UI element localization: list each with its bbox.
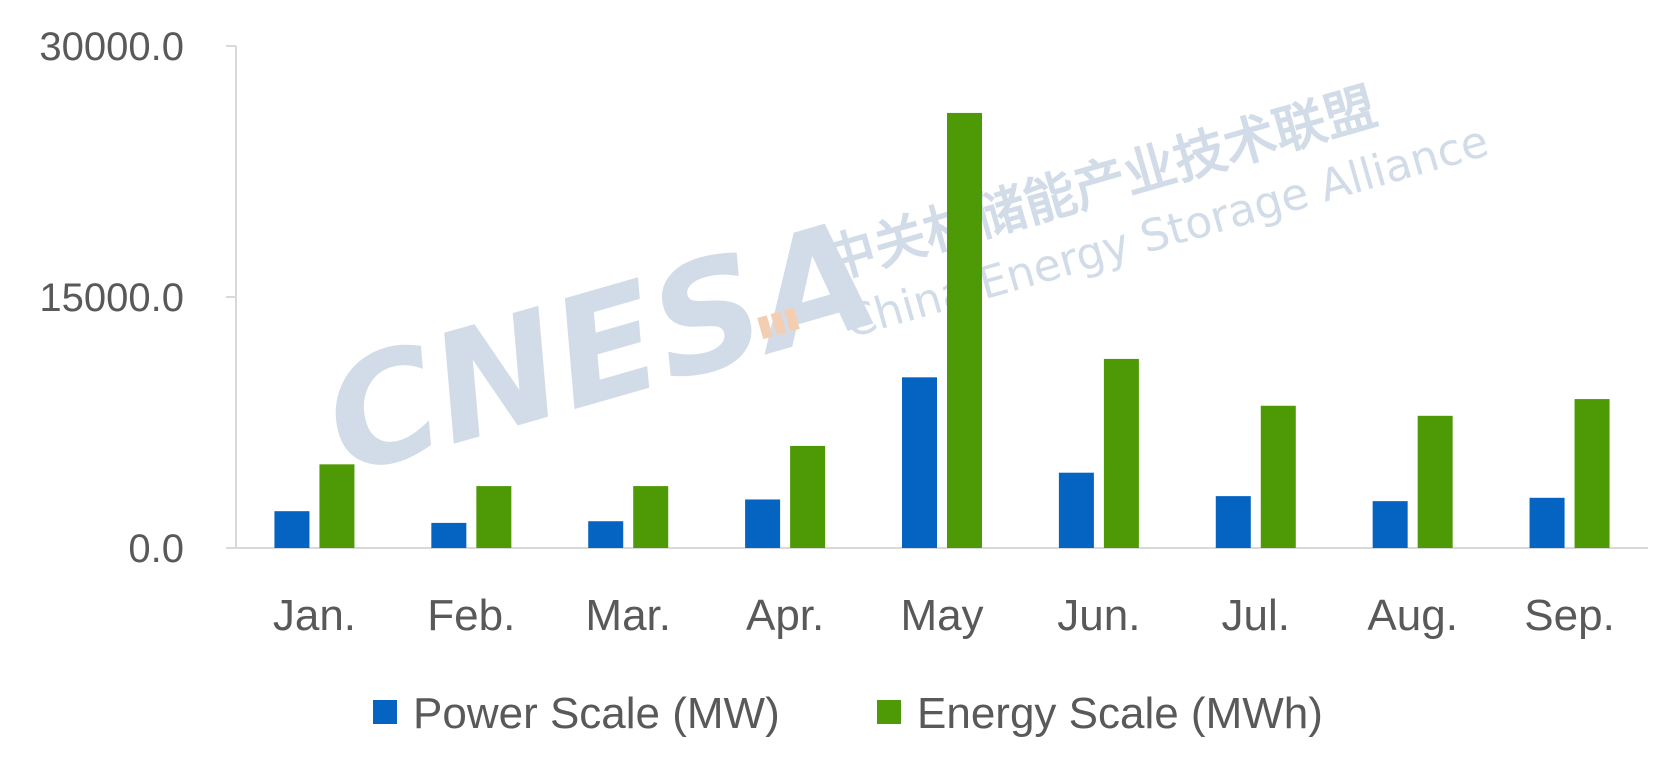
bar-power-7 <box>1215 496 1251 548</box>
x-tick-label: Sep. <box>1524 591 1615 640</box>
bar-power-6 <box>1058 472 1094 548</box>
legend: Power Scale (MW) Energy Scale (MWh) <box>373 689 1323 738</box>
bar-energy-9 <box>1574 399 1610 548</box>
watermark-stripes-icon <box>757 307 800 340</box>
bar-energy-5 <box>947 112 982 548</box>
y-tick-label: 15000.0 <box>39 276 184 320</box>
legend-label-energy: Energy Scale (MWh) <box>917 689 1323 738</box>
y-tick-label: 30000.0 <box>39 25 184 69</box>
x-tick-label: Mar. <box>585 591 671 640</box>
y-axis: 0.0 15000.0 30000.0 <box>39 25 236 571</box>
x-tick-label: May <box>900 591 983 640</box>
bar-energy-7 <box>1260 405 1296 548</box>
bar-power-3 <box>588 521 624 548</box>
y-tick-label: 0.0 <box>128 527 184 571</box>
bar-power-9 <box>1529 497 1565 548</box>
bar-energy-1 <box>319 464 355 548</box>
legend-swatch-power <box>373 700 397 724</box>
legend-swatch-energy <box>877 700 901 724</box>
bar-power-2 <box>431 522 467 548</box>
bar-energy-8 <box>1417 415 1453 548</box>
bar-energy-2 <box>476 486 512 548</box>
x-axis-labels: Jan. Feb. Mar. Apr. May Jun. Jul. Aug. Sep. <box>273 591 1615 640</box>
bar-power-4 <box>745 499 781 548</box>
watermark: CNESA 中关村储能产业技术联盟 China Energy Storage A… <box>307 77 1494 509</box>
x-tick-label: Jan. <box>273 591 356 640</box>
bar-power-1 <box>274 511 310 548</box>
x-tick-label: Feb. <box>427 591 515 640</box>
x-tick-label: Aug. <box>1367 591 1458 640</box>
bar-energy-4 <box>790 445 826 548</box>
bar-power-8 <box>1372 501 1408 548</box>
legend-label-power: Power Scale (MW) <box>413 689 780 738</box>
x-tick-label: Jun. <box>1057 591 1140 640</box>
bar-energy-6 <box>1103 358 1139 548</box>
bar-power-5 <box>902 377 937 548</box>
bar-energy-3 <box>633 486 669 548</box>
bars <box>274 112 1610 548</box>
x-tick-label: Jul. <box>1222 591 1290 640</box>
x-tick-label: Apr. <box>746 591 824 640</box>
